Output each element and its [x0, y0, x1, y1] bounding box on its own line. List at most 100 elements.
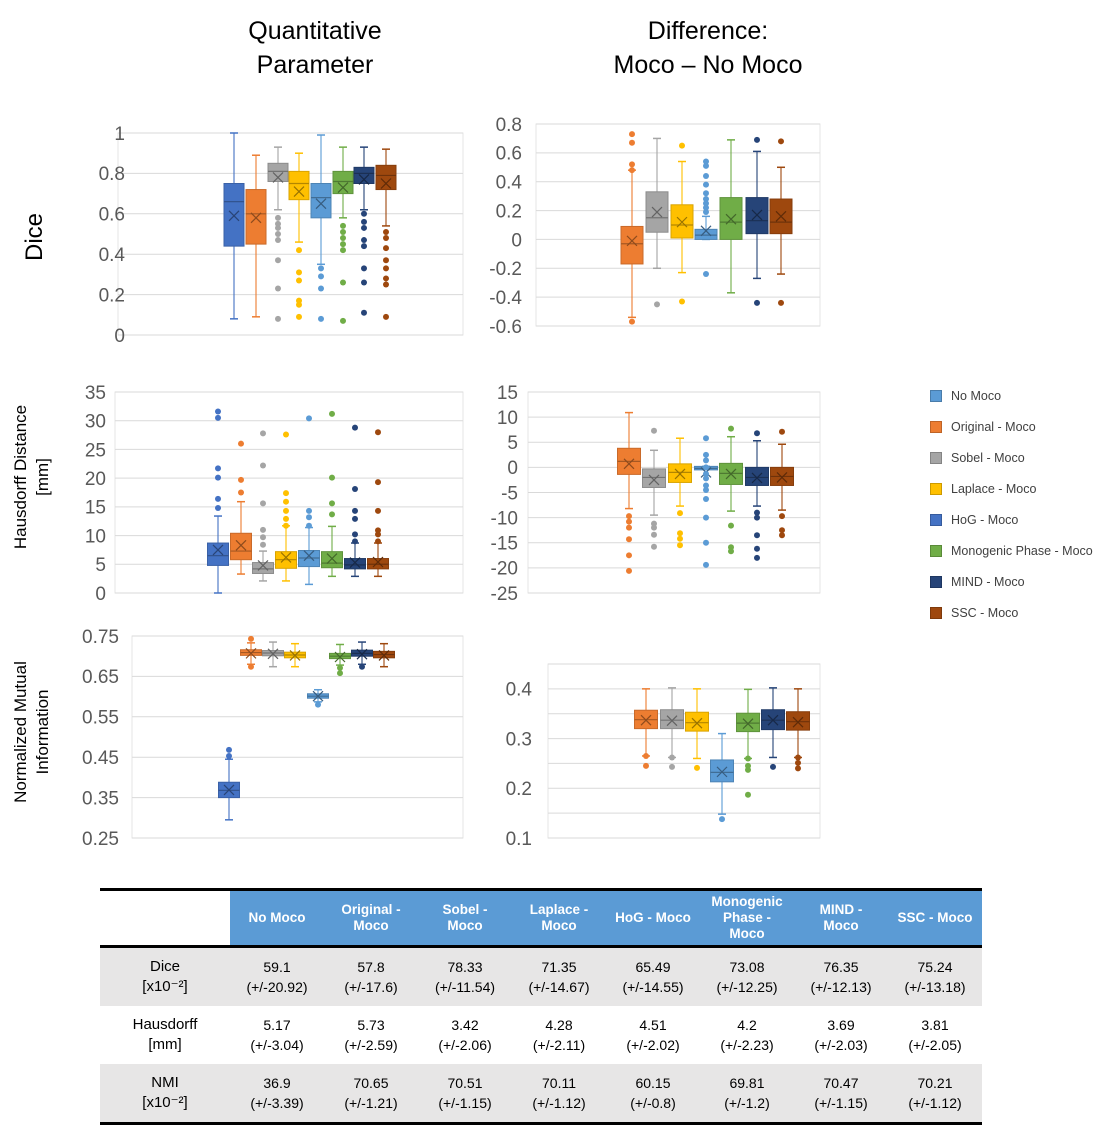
mean-marker — [303, 550, 315, 562]
box-iqr — [245, 189, 267, 245]
outlier-point — [340, 317, 346, 324]
outlier-point — [703, 482, 709, 489]
outlier-point — [215, 465, 221, 472]
outlier-point — [383, 228, 389, 235]
legend-swatch — [930, 389, 942, 402]
outlier-point — [306, 514, 312, 521]
box-hog-moco — [207, 408, 229, 594]
outlier-point — [375, 479, 381, 486]
legend-swatch — [930, 513, 942, 526]
outlier-point — [677, 535, 683, 542]
outlier-point — [779, 428, 785, 435]
outlier-point — [318, 265, 324, 272]
outlier-point — [754, 299, 760, 306]
outlier-point — [275, 237, 281, 244]
y-tick-label: 0.25 — [82, 829, 119, 850]
outlier-point — [754, 514, 760, 521]
table-header-cell: SSC - Moco — [888, 889, 982, 947]
outlier-point — [283, 431, 289, 438]
table-row-label: Dice [x10⁻²] — [100, 946, 230, 1006]
y-tick-label: 10 — [497, 408, 518, 429]
box-sobel-moco — [262, 641, 284, 668]
outlier-point — [779, 527, 785, 534]
box-monogenic-phase-moco — [719, 425, 743, 555]
table-row-label: NMI [x10⁻²] — [100, 1064, 230, 1124]
outlier-point — [728, 522, 734, 529]
outlier-point — [703, 475, 709, 482]
box-ssc-moco — [373, 642, 395, 668]
outlier-point — [383, 257, 389, 264]
outlier-point — [694, 764, 700, 771]
box-laplace-moco — [670, 142, 694, 305]
mean-marker — [700, 225, 712, 237]
outlier-point — [352, 515, 358, 522]
box-iqr — [660, 709, 684, 730]
legend-item: Monogenic Phase - Moco — [930, 535, 1093, 566]
outlier-point — [745, 766, 751, 773]
table-header-cell: MIND - Moco — [794, 889, 888, 947]
outlier-point — [679, 142, 685, 149]
table-row-label: Hausdorff [mm] — [132, 1016, 198, 1053]
box-iqr — [620, 225, 644, 265]
box-iqr — [207, 542, 229, 566]
outlier-point — [329, 410, 335, 417]
outlier-point — [275, 285, 281, 292]
outlier-point — [296, 313, 302, 320]
outlier-point — [677, 530, 683, 537]
outlier-point — [283, 490, 289, 497]
table-cell: 76.35 (+/-12.13) — [794, 946, 888, 1006]
box-mind-moco — [761, 687, 785, 770]
table-header-corner — [100, 889, 230, 947]
box-mind-moco — [353, 146, 375, 316]
summary-statistics-table: No Moco Original - Moco Sobel - Moco Laplace … — [100, 888, 982, 1125]
box-ssc-moco — [786, 688, 810, 772]
outlier-point — [361, 218, 367, 225]
outlier-point — [754, 545, 760, 552]
mean-marker — [257, 560, 269, 571]
table-cell: 65.49 (+/-14.55) — [606, 946, 700, 1006]
box-mind-moco — [344, 424, 366, 578]
y-tick-label: 15 — [497, 383, 518, 404]
mean-marker — [676, 216, 688, 228]
outlier-point — [260, 430, 266, 437]
mean-marker — [272, 172, 284, 183]
legend-swatch — [930, 606, 942, 619]
box-iqr — [310, 183, 332, 219]
box-plot-1: 0 0.2 0.4 0.6 0.8 1 — [99, 124, 464, 347]
box-laplace-moco — [275, 431, 297, 582]
outlier-point — [754, 509, 760, 516]
outlier-point — [352, 531, 358, 538]
y-tick-label: -25 — [491, 584, 518, 605]
box-original-moco — [634, 688, 658, 769]
outlier-point — [275, 257, 281, 264]
mean-marker — [626, 235, 638, 247]
box-iqr — [230, 532, 252, 561]
outlier-point — [703, 470, 709, 477]
outlier-point — [248, 663, 254, 670]
box-plot-5: 0.25 0.35 0.45 0.55 0.65 0.75 — [82, 627, 464, 850]
mean-marker — [223, 784, 235, 796]
y-tick-label: 30 — [85, 412, 106, 433]
legend-label: SSC - Moco — [951, 605, 1019, 620]
box-plot-4: -25 -20 -15 -10 -5 0 5 10 15 — [491, 383, 821, 605]
y-tick-label: 0.65 — [82, 667, 119, 688]
y-tick-label: 0.1 — [506, 829, 532, 850]
box-original-moco — [245, 154, 267, 318]
box-mind-moco — [745, 136, 769, 306]
outlier-point — [795, 754, 801, 761]
mean-marker — [651, 206, 663, 218]
outlier-point — [283, 498, 289, 505]
box-plot-grid: 00.20.40.60.81-0.6-0.4-0.200.20.40.60.80… — [82, 115, 821, 850]
y-tick-label: -20 — [491, 559, 518, 580]
box-mind-moco — [351, 641, 373, 670]
legend-item: Laplace - Moco — [930, 473, 1093, 504]
legend-label: Sobel - Moco — [951, 450, 1025, 465]
outlier-point — [703, 158, 709, 165]
mean-marker — [623, 458, 635, 470]
y-tick-label: 0 — [507, 458, 518, 479]
legend-swatch — [930, 451, 942, 464]
box-monogenic-phase-moco — [719, 139, 743, 294]
mean-marker — [312, 690, 324, 702]
outlier-point — [361, 309, 367, 316]
box-laplace-moco — [288, 152, 310, 320]
